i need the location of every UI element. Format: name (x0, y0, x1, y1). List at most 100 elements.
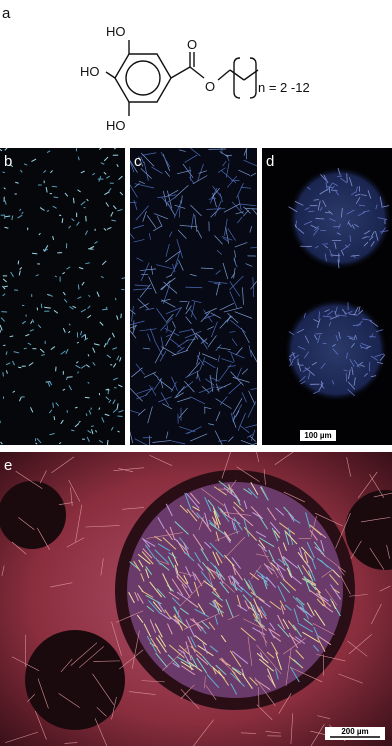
crystal (248, 390, 256, 406)
crystal (93, 660, 120, 662)
crystal (285, 647, 292, 686)
crystal (222, 237, 230, 243)
crystal (195, 333, 209, 345)
crystal (252, 442, 257, 445)
crystal (139, 328, 157, 332)
crystal (148, 600, 162, 615)
crystal (218, 439, 227, 442)
crystal (331, 189, 338, 192)
crystal (246, 434, 253, 438)
crystal (203, 360, 216, 369)
crystal (179, 571, 193, 576)
crystal (308, 570, 314, 582)
crystal (111, 621, 122, 656)
crystal (212, 192, 217, 208)
crystal (332, 182, 338, 187)
crystal (171, 552, 179, 566)
crystal (154, 347, 164, 364)
crystal (167, 556, 175, 569)
crystal (141, 537, 151, 548)
crystal (145, 307, 155, 311)
crystal (353, 359, 360, 368)
crystal (269, 622, 276, 631)
crystal (80, 364, 86, 369)
crystal (108, 188, 112, 192)
crystal (103, 227, 107, 231)
crystal (116, 355, 120, 361)
crystal (229, 281, 241, 297)
crystal (160, 298, 171, 302)
crystal (64, 192, 69, 197)
crystal (134, 284, 151, 287)
crystal (187, 426, 202, 435)
crystal (221, 358, 234, 363)
crystal (215, 664, 227, 676)
crystal (206, 208, 226, 210)
crystal (280, 605, 285, 615)
crystal (369, 547, 385, 570)
crystal (302, 367, 311, 373)
crystal (266, 507, 277, 521)
crystal (45, 307, 51, 309)
crystal (304, 552, 309, 564)
crystal (314, 245, 319, 249)
crystal (154, 213, 169, 220)
crystal (292, 624, 303, 638)
crystal (330, 584, 342, 600)
crystal (351, 366, 354, 375)
crystal (256, 605, 268, 620)
crystal (138, 156, 144, 167)
crystal (0, 324, 3, 331)
crystal (350, 254, 360, 257)
crystal (185, 286, 203, 289)
crystal (180, 689, 200, 710)
crystal (105, 306, 108, 309)
crystal (349, 235, 352, 242)
crystal (53, 416, 56, 421)
crystal (113, 363, 117, 368)
crystal (231, 201, 244, 215)
crystal (251, 565, 262, 579)
crystal (165, 307, 183, 315)
crystal (87, 305, 91, 309)
crystal (62, 272, 66, 275)
crystal (135, 363, 145, 376)
crystal (370, 355, 378, 361)
crystal (191, 509, 200, 519)
crystal (289, 666, 300, 683)
crystal (306, 602, 315, 616)
crystal (250, 246, 257, 249)
crystal (269, 629, 275, 639)
crystal (171, 349, 189, 356)
crystal (47, 381, 51, 387)
crystal (5, 351, 8, 356)
crystal (189, 273, 197, 277)
crystal (285, 531, 298, 545)
crystal (204, 676, 206, 689)
crystal (226, 515, 241, 525)
crystal (209, 645, 219, 653)
crystal (325, 181, 328, 191)
crystal (197, 645, 214, 657)
crystal (23, 163, 28, 166)
crystal (37, 527, 50, 550)
crystal (155, 557, 162, 566)
crystal (243, 148, 248, 156)
crystal (145, 566, 153, 575)
crystal (222, 160, 227, 167)
micrograph-b (0, 148, 125, 445)
crystal (136, 257, 144, 262)
crystal (324, 309, 330, 313)
crystal (242, 287, 244, 305)
crystal (134, 591, 139, 601)
crystal (172, 320, 176, 328)
crystal (358, 204, 366, 207)
crystal (116, 315, 119, 320)
crystal (353, 377, 356, 386)
crystal (23, 347, 27, 350)
crystal (60, 419, 64, 425)
crystal (112, 408, 118, 413)
crystal (356, 320, 363, 327)
crystal (233, 419, 237, 428)
crystal (219, 364, 232, 381)
